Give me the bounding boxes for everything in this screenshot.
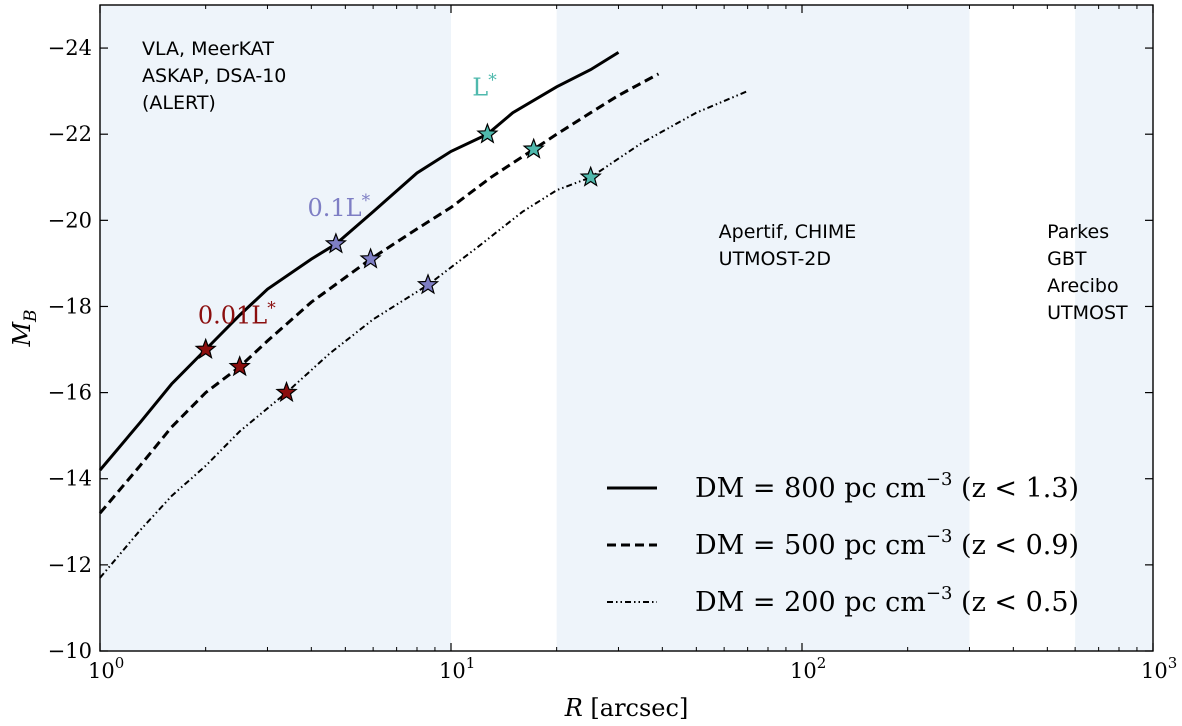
y-tick-label-1: −22: [48, 122, 92, 146]
region-label-2-2: Arecibo: [1047, 275, 1119, 297]
x-axis-label: R [arcsec]: [564, 694, 689, 722]
plot-frame: [99, 4, 1154, 652]
star-marker-0-1: [522, 137, 545, 159]
y-tick-label-4: −16: [48, 381, 92, 405]
region-label-0-2: (ALERT): [142, 92, 216, 114]
region-band-1: [556, 5, 970, 651]
region-band-2: [1075, 5, 1153, 651]
legend-label-0: DM = 800 pc cm−3 (z < 1.3): [695, 469, 1079, 504]
series-line-1: [98, 72, 660, 515]
y-tick-label-6: −12: [48, 553, 92, 577]
legend: DM = 800 pc cm−3 (z < 1.3) DM = 500 pc cm…: [607, 469, 1079, 618]
region-label-0-1: ASKAP, DSA-10: [142, 65, 286, 87]
y-axis-label: MB: [8, 309, 41, 347]
axis-ticks: 100 101 102 103 −24 −22 −20 −18 −16 −14 −12 −10: [48, 5, 1177, 683]
x-tick-label-3: 103: [1141, 654, 1177, 683]
region-label-2-0: Parkes: [1047, 221, 1109, 243]
x-tick-label-2: 102: [790, 654, 826, 683]
region-label-1-0: Apertif, CHIME: [719, 221, 857, 243]
luminosity-annotations: L* 0.1L* 0.01L*: [198, 70, 497, 329]
y-tick-label-2: −20: [48, 208, 92, 232]
region-label-2-3: UTMOST: [1047, 302, 1128, 324]
dm-curves: [98, 51, 748, 579]
legend-label-1: DM = 500 pc cm−3 (z < 0.9): [695, 526, 1079, 561]
region-label-1-1: UTMOST-2D: [719, 248, 831, 270]
y-tick-label-5: −14: [48, 467, 92, 491]
x-tick-label-0: 100: [88, 654, 124, 683]
star-marker-0-2: [579, 165, 602, 187]
annotation-2: 0.01L*: [198, 299, 276, 330]
star-marker-2-0: [194, 337, 217, 359]
star-marker-2-1: [228, 355, 251, 377]
series-line-0: [98, 51, 620, 472]
region-band-0: [100, 5, 451, 651]
star-marker-1-0: [324, 232, 348, 254]
star-marker-1-1: [359, 247, 382, 269]
receiver-regions: VLA, MeerKAT ASKAP, DSA-10 (ALERT) Apertif,…: [100, 5, 1153, 651]
y-tick-label-0: −24: [48, 36, 92, 60]
legend-label-2: DM = 200 pc cm−3 (z < 0.5): [695, 583, 1079, 618]
y-tick-label-7: −10: [48, 639, 92, 663]
luminosity-markers: [194, 122, 602, 403]
series-line-2: [99, 90, 748, 579]
region-label-2-1: GBT: [1047, 248, 1087, 270]
region-label-0-0: VLA, MeerKAT: [142, 38, 274, 60]
annotation-1: 0.1L*: [307, 191, 370, 222]
star-marker-1-2: [416, 273, 440, 295]
y-tick-label-3: −18: [48, 294, 92, 318]
x-tick-label-1: 101: [439, 654, 475, 683]
annotation-0: L*: [472, 70, 497, 101]
star-marker-0-0: [476, 122, 499, 144]
star-marker-2-2: [275, 380, 298, 403]
